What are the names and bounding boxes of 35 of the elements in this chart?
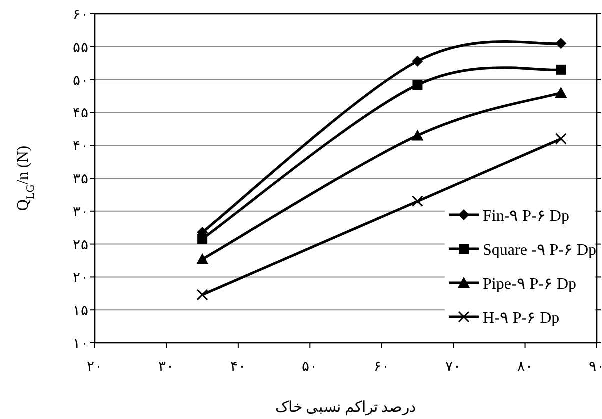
point xyxy=(412,80,423,90)
point xyxy=(556,38,567,50)
x-tick-label: ۵۰ xyxy=(302,360,318,375)
legend-label: Fin-۹ P-۶ Dp xyxy=(483,208,570,225)
x-tick-label: ۸۰ xyxy=(517,360,534,375)
x-tick-label: ۹۰ xyxy=(589,360,602,375)
point xyxy=(412,196,424,208)
point xyxy=(196,253,209,264)
point xyxy=(198,234,208,244)
point xyxy=(196,289,208,301)
y-tick-label: ۵۵ xyxy=(73,40,89,56)
x-tick-label: ۷۰ xyxy=(446,360,462,375)
legend-label: H-۹ P-۶ Dp xyxy=(483,310,560,327)
y-tick-label: ۱۰ xyxy=(73,337,89,352)
legend-label: Pipe-۹ P-۶ Dp xyxy=(483,276,577,293)
x-axis-title: درصد تراکم نسبی خاک xyxy=(275,400,417,416)
x-tick-label: ۴۰ xyxy=(230,360,246,375)
x-tick-label: ۲۰ xyxy=(87,360,103,375)
y-tick-label: ۳۵ xyxy=(73,172,89,188)
point xyxy=(556,64,566,75)
y-tick-label: ۳۰ xyxy=(73,205,89,220)
legend-label: Square -۹ P-۶ Dp xyxy=(483,242,597,259)
y-tick-label: ۲۵ xyxy=(73,238,89,254)
x-tick-label: ۳۰ xyxy=(158,360,175,375)
point xyxy=(412,56,424,67)
y-tick-label: ۱۵ xyxy=(73,304,89,320)
y-tick-label: ۲۰ xyxy=(73,271,89,286)
x-tick-label: ۶۰ xyxy=(374,360,390,375)
point xyxy=(412,130,424,141)
y-tick-label: ۵۰ xyxy=(73,74,89,89)
y-tick-label: ۶۰ xyxy=(73,8,89,23)
point xyxy=(555,86,568,98)
y-tick-label: ۴۵ xyxy=(73,106,89,122)
y-tick-label: ۴۰ xyxy=(73,140,89,155)
point xyxy=(555,133,567,145)
